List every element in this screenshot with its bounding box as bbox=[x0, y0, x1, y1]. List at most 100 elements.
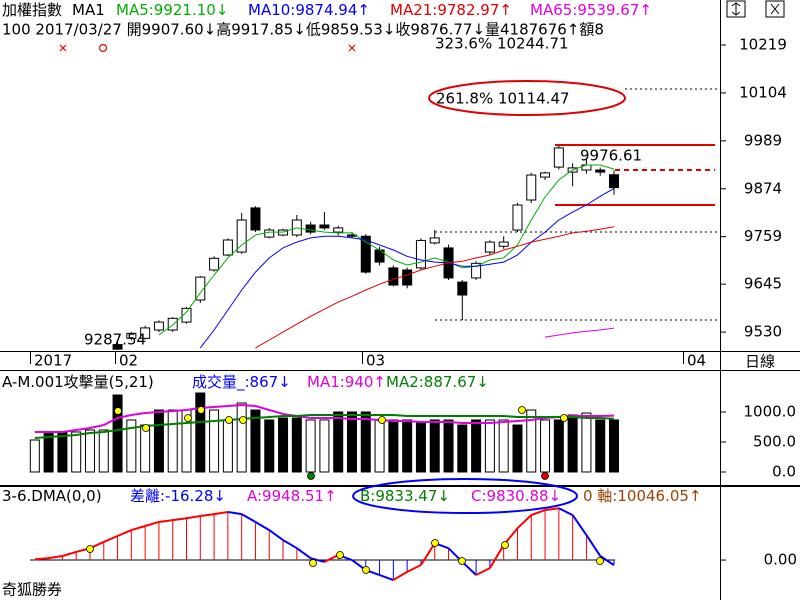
volume-bar bbox=[429, 419, 440, 473]
candle-body bbox=[264, 229, 275, 238]
dma-segment bbox=[200, 513, 215, 518]
reference-lines bbox=[435, 88, 720, 321]
indicator: 0 軸:10046.05↑ bbox=[583, 487, 702, 505]
ma-line bbox=[199, 187, 615, 349]
dma-segment bbox=[461, 561, 477, 576]
legend-entry: MA65:9539.67↑ bbox=[530, 1, 652, 19]
volume-bar bbox=[595, 419, 606, 473]
chart-title: 加權指數 bbox=[2, 1, 62, 19]
highlight-ellipse bbox=[352, 478, 578, 514]
volume-bar bbox=[567, 414, 578, 473]
y-tick-label: 9645 bbox=[744, 275, 782, 293]
candle-body bbox=[498, 241, 509, 247]
dma-segment bbox=[213, 510, 229, 516]
volume-bar bbox=[512, 424, 523, 473]
ma-line bbox=[34, 403, 615, 433]
dma-dots bbox=[86, 539, 604, 574]
dma-segment bbox=[268, 529, 284, 541]
dma-segment bbox=[420, 542, 436, 566]
dma-segment bbox=[48, 554, 63, 560]
dma-segment bbox=[172, 517, 187, 522]
price-info: 100 2017/03/27 開9907.60↓高9917.85↓低9859.5… bbox=[2, 21, 604, 39]
dma-segment bbox=[571, 514, 588, 536]
volume-bar bbox=[140, 424, 151, 473]
dma-segment bbox=[282, 539, 298, 550]
candle-body bbox=[484, 241, 495, 253]
volume-bar bbox=[278, 417, 289, 473]
volume-bar bbox=[195, 392, 206, 473]
volume-bar bbox=[457, 424, 468, 473]
annotation: 9287.54 bbox=[84, 331, 146, 349]
volume-bar bbox=[264, 419, 275, 473]
dot bbox=[142, 424, 150, 432]
axes: 10219 10104 9989 9874 9759 9645 9530 1000.0 500.… bbox=[720, 36, 797, 569]
volume-bar bbox=[388, 419, 399, 473]
volume-bar bbox=[71, 431, 82, 473]
ma-line bbox=[544, 327, 615, 338]
y-tick-label: 9874 bbox=[744, 179, 782, 197]
candle-body bbox=[153, 321, 164, 331]
close-cross bbox=[770, 3, 780, 15]
candle-body bbox=[388, 267, 399, 286]
candle-body bbox=[112, 344, 123, 350]
candle-body bbox=[609, 174, 619, 189]
dot bbox=[225, 416, 233, 424]
dma-plot bbox=[30, 507, 615, 581]
circle-marker bbox=[98, 43, 108, 53]
dot bbox=[184, 414, 192, 422]
volume-bar bbox=[553, 419, 564, 473]
y-tick-label: 0.0 bbox=[772, 462, 796, 480]
dot bbox=[362, 566, 370, 574]
volume-bar bbox=[581, 412, 592, 473]
volume-bar bbox=[112, 394, 123, 473]
dma-segment bbox=[379, 574, 394, 581]
dot bbox=[114, 407, 122, 415]
volume-bar bbox=[346, 411, 357, 473]
y-tick-label: 500.0 bbox=[753, 432, 796, 450]
legend-entry: 差離:-16.28↓ bbox=[130, 487, 226, 505]
dot bbox=[378, 416, 386, 424]
resize-icon[interactable] bbox=[726, 0, 746, 18]
dot bbox=[307, 472, 315, 480]
volume-bar bbox=[484, 419, 495, 473]
legend-entry: MA2:887.67↓ bbox=[386, 373, 489, 391]
candle-body bbox=[250, 207, 261, 231]
dot bbox=[518, 406, 526, 414]
indicator: A:9948.51↑ bbox=[247, 487, 337, 505]
dma-segment bbox=[186, 515, 201, 520]
close-icon[interactable] bbox=[765, 0, 785, 18]
candle-body bbox=[471, 262, 482, 279]
candle-body bbox=[402, 269, 413, 286]
volume-bar bbox=[443, 419, 454, 473]
volume-bar bbox=[167, 409, 178, 473]
dma-segment bbox=[516, 514, 532, 529]
dot bbox=[560, 414, 568, 422]
volume-bar bbox=[498, 419, 509, 473]
candle-body bbox=[319, 224, 330, 229]
legend-entry: 成交量_:867↓ bbox=[192, 373, 291, 392]
dma-segment bbox=[323, 554, 339, 563]
volume-bar bbox=[57, 431, 68, 473]
dma-segment bbox=[310, 557, 325, 563]
volume-bar bbox=[305, 419, 316, 473]
cross-marker bbox=[59, 44, 67, 52]
dot bbox=[431, 539, 439, 547]
volume-bar bbox=[415, 421, 426, 473]
chart-title: 3-6.DMA(0,0) bbox=[2, 487, 102, 505]
dma-segment bbox=[489, 544, 505, 569]
volume-bar bbox=[222, 419, 233, 473]
candle-body bbox=[360, 235, 371, 273]
legend-entry: MA10:9874.94↑ bbox=[248, 1, 370, 19]
dma-segment bbox=[296, 547, 312, 559]
window-icons[interactable] bbox=[726, 0, 785, 18]
dma-segment bbox=[131, 525, 146, 532]
dot bbox=[336, 551, 344, 559]
dot bbox=[197, 406, 205, 414]
volume-bar bbox=[360, 411, 371, 473]
x-axis-label: 2017 bbox=[34, 352, 72, 370]
candle-body bbox=[222, 239, 233, 256]
dma-segment bbox=[406, 564, 422, 573]
annotation: 323.6% 10244.71 bbox=[435, 35, 569, 53]
